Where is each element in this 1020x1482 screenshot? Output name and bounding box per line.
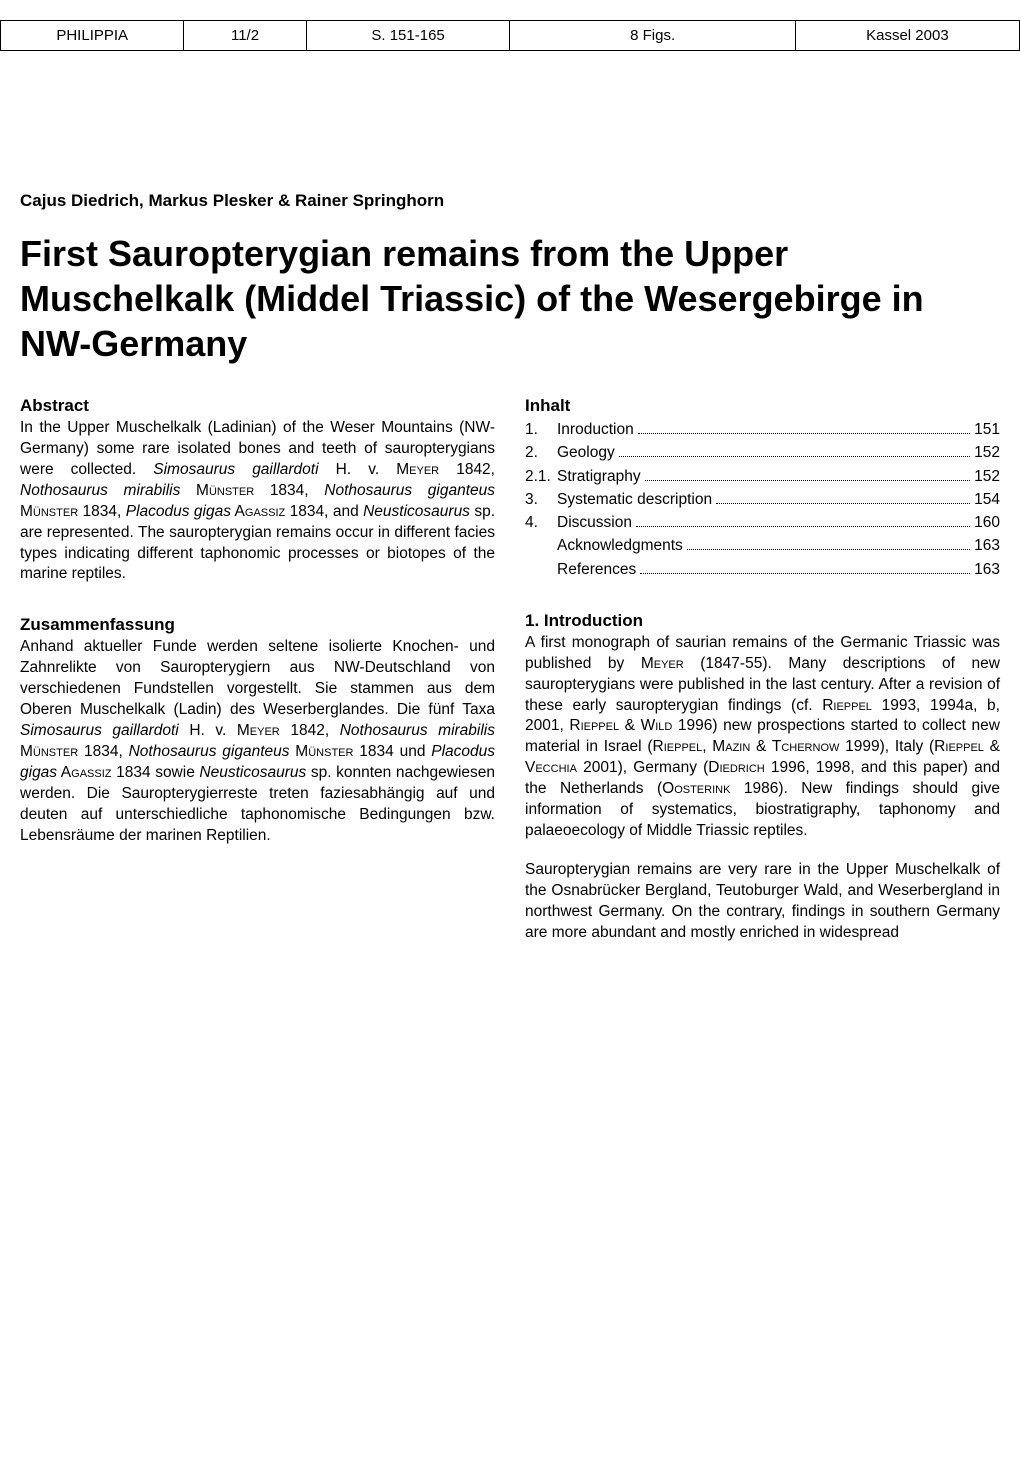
toc-list: 1. Inroduction 151 2. Geology 152 2.1. S… <box>525 418 1000 581</box>
zusammenfassung-text: Anhand aktueller Funde werden seltene is… <box>20 637 495 846</box>
two-column-content: Abstract In the Upper Muschelkalk (Ladin… <box>0 396 1020 974</box>
toc-num: 1. <box>525 418 557 441</box>
toc-item: 2. Geology 152 <box>525 441 1000 464</box>
toc-dots <box>640 573 970 574</box>
inhalt-section: Inhalt 1. Inroduction 151 2. Geology 152… <box>525 396 1000 581</box>
introduction-para1: A first monograph of saurian remains of … <box>525 633 1000 842</box>
volume-cell: 11/2 <box>184 21 306 51</box>
toc-label: References <box>557 558 636 581</box>
toc-label: Discussion <box>557 511 632 534</box>
toc-page: 154 <box>974 488 1000 511</box>
journal-header-table: PHILIPPIA 11/2 S. 151-165 8 Figs. Kassel… <box>0 20 1020 51</box>
left-column: Abstract In the Upper Muschelkalk (Ladin… <box>20 396 495 974</box>
toc-dots <box>645 480 971 481</box>
abstract-section: Abstract In the Upper Muschelkalk (Ladin… <box>20 396 495 585</box>
introduction-para2: Sauropterygian remains are very rare in … <box>525 860 1000 944</box>
authors-line: Cajus Diedrich, Markus Plesker & Rainer … <box>0 191 1020 211</box>
inhalt-heading: Inhalt <box>525 396 1000 416</box>
right-column: Inhalt 1. Inroduction 151 2. Geology 152… <box>525 396 1000 974</box>
toc-label: Acknowledgments <box>557 534 683 557</box>
toc-label: Stratigraphy <box>557 465 641 488</box>
abstract-heading: Abstract <box>20 396 495 416</box>
toc-item: References 163 <box>525 558 1000 581</box>
toc-num: 4. <box>525 511 557 534</box>
toc-label: Inroduction <box>557 418 634 441</box>
paper-title: First Sauropterygian remains from the Up… <box>0 231 1020 366</box>
pages-cell: S. 151-165 <box>306 21 510 51</box>
toc-page: 152 <box>974 465 1000 488</box>
toc-dots <box>636 526 970 527</box>
toc-page: 152 <box>974 441 1000 464</box>
toc-dots <box>619 456 970 457</box>
toc-page: 163 <box>974 534 1000 557</box>
zusammenfassung-heading: Zusammenfassung <box>20 615 495 635</box>
toc-dots <box>638 433 970 434</box>
toc-num: 2.1. <box>525 465 557 488</box>
introduction-section: 1. Introduction A first monograph of sau… <box>525 611 1000 944</box>
toc-page: 160 <box>974 511 1000 534</box>
zusammenfassung-section: Zusammenfassung Anhand aktueller Funde w… <box>20 615 495 846</box>
toc-item: 2.1. Stratigraphy 152 <box>525 465 1000 488</box>
toc-num: 2. <box>525 441 557 464</box>
toc-label: Geology <box>557 441 615 464</box>
toc-dots <box>716 503 970 504</box>
toc-num: 3. <box>525 488 557 511</box>
figs-cell: 8 Figs. <box>510 21 795 51</box>
toc-label: Systematic description <box>557 488 712 511</box>
abstract-text: In the Upper Muschelkalk (Ladinian) of t… <box>20 418 495 585</box>
toc-page: 163 <box>974 558 1000 581</box>
location-year-cell: Kassel 2003 <box>795 21 1019 51</box>
introduction-heading: 1. Introduction <box>525 611 1000 631</box>
toc-dots <box>687 549 970 550</box>
toc-item: 3. Systematic description 154 <box>525 488 1000 511</box>
toc-item: 4. Discussion 160 <box>525 511 1000 534</box>
toc-item: 1. Inroduction 151 <box>525 418 1000 441</box>
journal-name-cell: PHILIPPIA <box>1 21 184 51</box>
toc-page: 151 <box>974 418 1000 441</box>
toc-item: Acknowledgments 163 <box>525 534 1000 557</box>
